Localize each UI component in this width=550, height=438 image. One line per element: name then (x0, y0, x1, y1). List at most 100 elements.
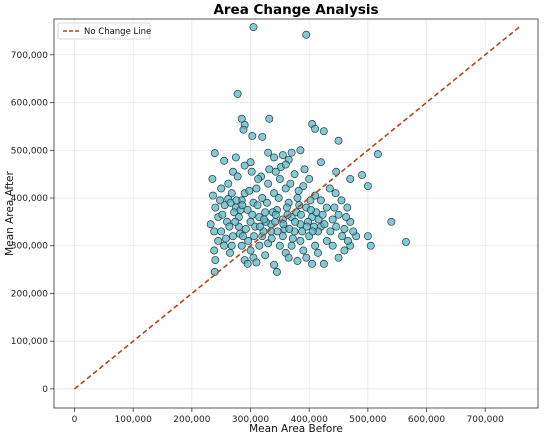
chart-title: Area Change Analysis (213, 2, 378, 18)
scatter-point (286, 179, 295, 188)
scatter-point (299, 246, 308, 255)
scatter-point (300, 165, 309, 174)
scatter-point (270, 189, 278, 198)
scatter-point (334, 136, 343, 145)
scatter-point (325, 184, 334, 193)
scatter-point (250, 232, 259, 241)
scatter-point (296, 236, 305, 245)
scatter-point (342, 213, 351, 222)
scatter-point (231, 153, 240, 162)
scatter-point (238, 232, 247, 241)
x-tick-label: 500,000 (349, 415, 386, 425)
scatter-point (311, 124, 320, 133)
scatter-point (346, 174, 355, 183)
scatter-point (314, 248, 322, 257)
scatter-point (255, 222, 264, 231)
scatter-point (217, 184, 226, 193)
legend-entry-no-change-line: No Change Line (84, 27, 151, 37)
scatter-point (331, 189, 340, 198)
scatter-point (264, 148, 273, 157)
scatter-point (302, 253, 311, 262)
scatter-point (246, 158, 255, 167)
scatter-point (366, 241, 375, 250)
scatter-point (252, 184, 261, 193)
scatter-point (238, 201, 247, 210)
scatter-point (308, 227, 317, 236)
scatter-point (270, 260, 278, 269)
scatter-point (220, 156, 229, 165)
y-tick-label: 100,000 (11, 337, 48, 347)
scatter-point (221, 234, 230, 243)
scatter-point (216, 196, 224, 205)
scatter-point (302, 222, 311, 231)
scatter-point (343, 203, 352, 212)
scatter-point (210, 149, 219, 158)
scatter-point (278, 232, 287, 241)
scatter-point (387, 217, 396, 226)
scatter-point (227, 241, 236, 250)
scatter-point (334, 210, 343, 219)
scatter-point (220, 241, 229, 250)
scatter-point (290, 170, 299, 179)
scatter-point (214, 236, 223, 245)
x-tick-label: 0 (72, 415, 78, 425)
scatter-point (319, 127, 328, 136)
scatter-point (291, 217, 300, 226)
x-axis-label: Mean Area Before (249, 423, 343, 435)
scatter-point (287, 148, 296, 157)
scatter-point (316, 196, 325, 205)
scatter-point (298, 227, 307, 236)
scatter-point (296, 146, 305, 155)
scatter-point (307, 205, 315, 214)
scatter-point (264, 179, 273, 188)
scatter-point (293, 194, 302, 202)
x-tick-label: 700,000 (467, 415, 504, 425)
scatter-point (308, 259, 317, 268)
scatter-point (278, 151, 287, 159)
scatter-point (285, 225, 294, 233)
scatter-point (227, 189, 236, 198)
scatter-point (343, 236, 352, 245)
scatter-point (373, 150, 382, 159)
scatter-point (246, 246, 255, 255)
x-tick-label: 400,000 (291, 415, 328, 425)
scatter-point (233, 172, 242, 181)
scatter-point (316, 158, 325, 167)
scatter-point (261, 208, 270, 217)
scatter-point (337, 196, 346, 205)
scatter-point (349, 227, 358, 236)
scatter-point (363, 182, 372, 191)
scatter-point (330, 203, 339, 212)
y-axis-ticks: 0 100,000 200,000 300,000 400,000 500,000 600,… (11, 51, 54, 395)
scatter-point (255, 241, 264, 250)
scatter-point (237, 241, 246, 250)
scatter-point (249, 23, 258, 32)
scatter-point (240, 161, 249, 170)
scatter-point (402, 237, 410, 246)
scatter-point (299, 182, 308, 191)
scatter-point (281, 160, 290, 169)
scatter-point (326, 227, 335, 236)
x-axis-ticks: 0 100,000 200,000 300,000 400,000 500,000 600,… (72, 408, 504, 425)
scatter-point (311, 241, 320, 250)
scatter-point (226, 248, 234, 257)
scatter-point (305, 174, 314, 183)
scatter-point (340, 225, 349, 233)
scatter-point (302, 30, 311, 39)
scatter-point (294, 186, 303, 195)
scatter-point (244, 236, 253, 245)
scatter-point (275, 241, 284, 250)
y-tick-label: 300,000 (11, 242, 48, 252)
scatter-point (211, 203, 220, 212)
scatter-point (288, 234, 297, 243)
y-tick-label: 400,000 (11, 194, 48, 204)
y-tick-label: 600,000 (11, 99, 48, 109)
scatter-point (338, 232, 347, 241)
scatter-point (243, 259, 252, 268)
scatter-point (332, 222, 341, 231)
scatter-point (208, 174, 217, 183)
scatter-point (287, 241, 296, 250)
scatter-point (252, 258, 261, 267)
scatter-point (293, 257, 302, 265)
